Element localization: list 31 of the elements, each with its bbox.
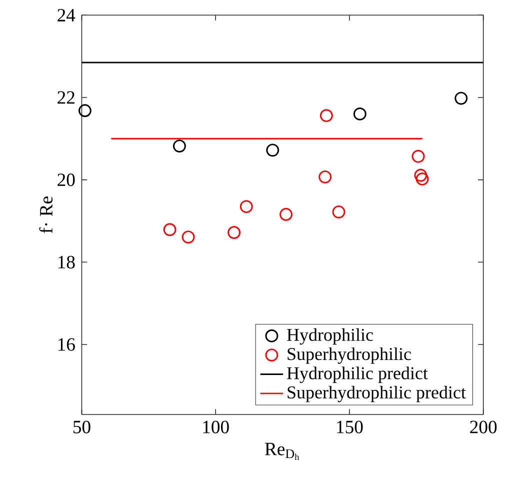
point	[182, 230, 195, 244]
legend-label: Superhydrophilic predict	[288, 386, 466, 402]
y-tick-label: 16	[58, 338, 75, 351]
point	[412, 150, 425, 163]
point	[228, 226, 241, 239]
point	[320, 109, 333, 122]
legend-label: Hydrophilic	[287, 328, 373, 345]
x-tick-label: 50	[73, 420, 90, 434]
x-tick-label: 100	[203, 420, 229, 434]
y-tick-label: 18	[58, 256, 75, 268]
point	[353, 107, 366, 120]
point	[266, 144, 280, 157]
y-tick-label: 22	[58, 91, 74, 104]
y-axis-title: f· Re	[39, 196, 53, 234]
y-tick-label: 20	[58, 174, 75, 186]
point	[163, 223, 176, 236]
point	[414, 168, 428, 182]
point	[172, 140, 186, 153]
point	[454, 92, 468, 105]
point	[240, 200, 253, 214]
point	[318, 170, 332, 184]
point	[332, 205, 346, 218]
point	[416, 172, 429, 186]
point	[280, 208, 292, 221]
legend-label: Superhydrophilic	[288, 347, 411, 364]
x-tick-label: 150	[337, 420, 363, 434]
x-tick-label: 200	[470, 420, 497, 434]
legend-label: Hydrophilic predict	[287, 366, 428, 384]
y-tick-label: 24	[58, 8, 76, 22]
x-axis-title: $\mathrm{Re}_{\mathrm{D}_{\mathrm{h}}}$	[264, 442, 300, 460]
point	[78, 104, 92, 118]
